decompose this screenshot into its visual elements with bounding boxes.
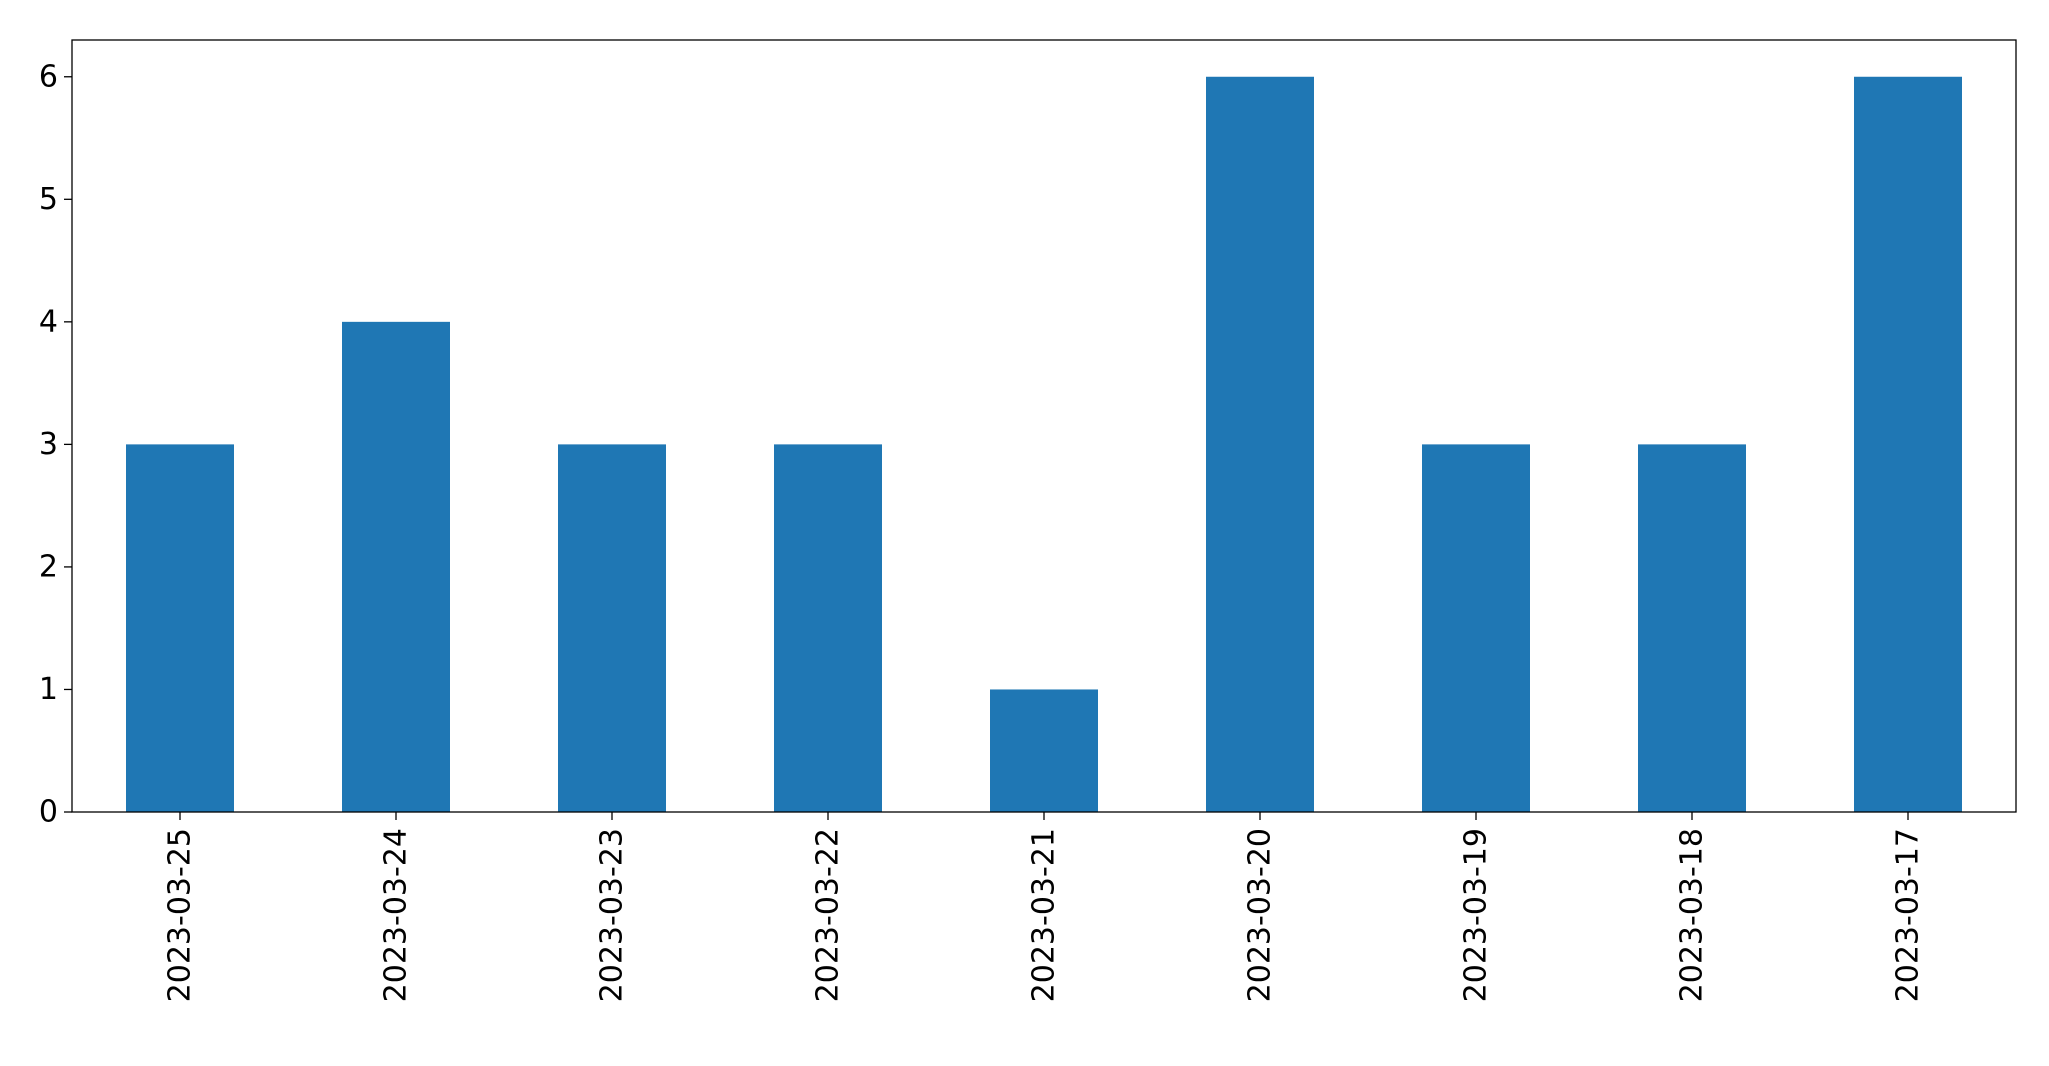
bar-2023-03-20 xyxy=(1206,76,1314,812)
bar-2023-03-25 xyxy=(126,444,234,812)
y-tick-label: 0 xyxy=(39,795,58,830)
bar-2023-03-21 xyxy=(990,689,1098,812)
bar-2023-03-18 xyxy=(1638,444,1746,812)
y-axis: 0 1 2 3 4 5 6 xyxy=(39,59,72,830)
y-tick-label: 3 xyxy=(39,427,58,462)
y-tick-label: 6 xyxy=(39,59,58,94)
x-tick-label: 2023-03-18 xyxy=(1675,828,1710,1002)
x-tick-label: 2023-03-23 xyxy=(595,828,630,1002)
y-tick-label: 1 xyxy=(39,672,58,707)
x-tick-label: 2023-03-17 xyxy=(1891,828,1926,1002)
x-tick-label: 2023-03-21 xyxy=(1027,828,1062,1002)
y-tick-label: 4 xyxy=(39,304,58,339)
bar-2023-03-24 xyxy=(342,321,450,812)
bar-2023-03-23 xyxy=(558,444,666,812)
bar-2023-03-17 xyxy=(1854,76,1962,812)
bars-layer xyxy=(126,76,1962,812)
x-tick-label: 2023-03-19 xyxy=(1459,828,1494,1002)
bar-2023-03-19 xyxy=(1422,444,1530,812)
plot-frame xyxy=(71,39,2017,813)
x-axis: 2023-03-25 2023-03-24 2023-03-23 2023-03-22… xyxy=(163,812,1926,1002)
x-tick-label: 2023-03-20 xyxy=(1243,828,1278,1002)
y-tick-label: 2 xyxy=(39,549,58,584)
x-tick-label: 2023-03-25 xyxy=(163,828,198,1002)
x-tick-label: 2023-03-24 xyxy=(379,828,414,1002)
x-tick-label: 2023-03-22 xyxy=(811,828,846,1002)
y-tick-label: 5 xyxy=(39,182,58,217)
bar-2023-03-22 xyxy=(774,444,882,812)
